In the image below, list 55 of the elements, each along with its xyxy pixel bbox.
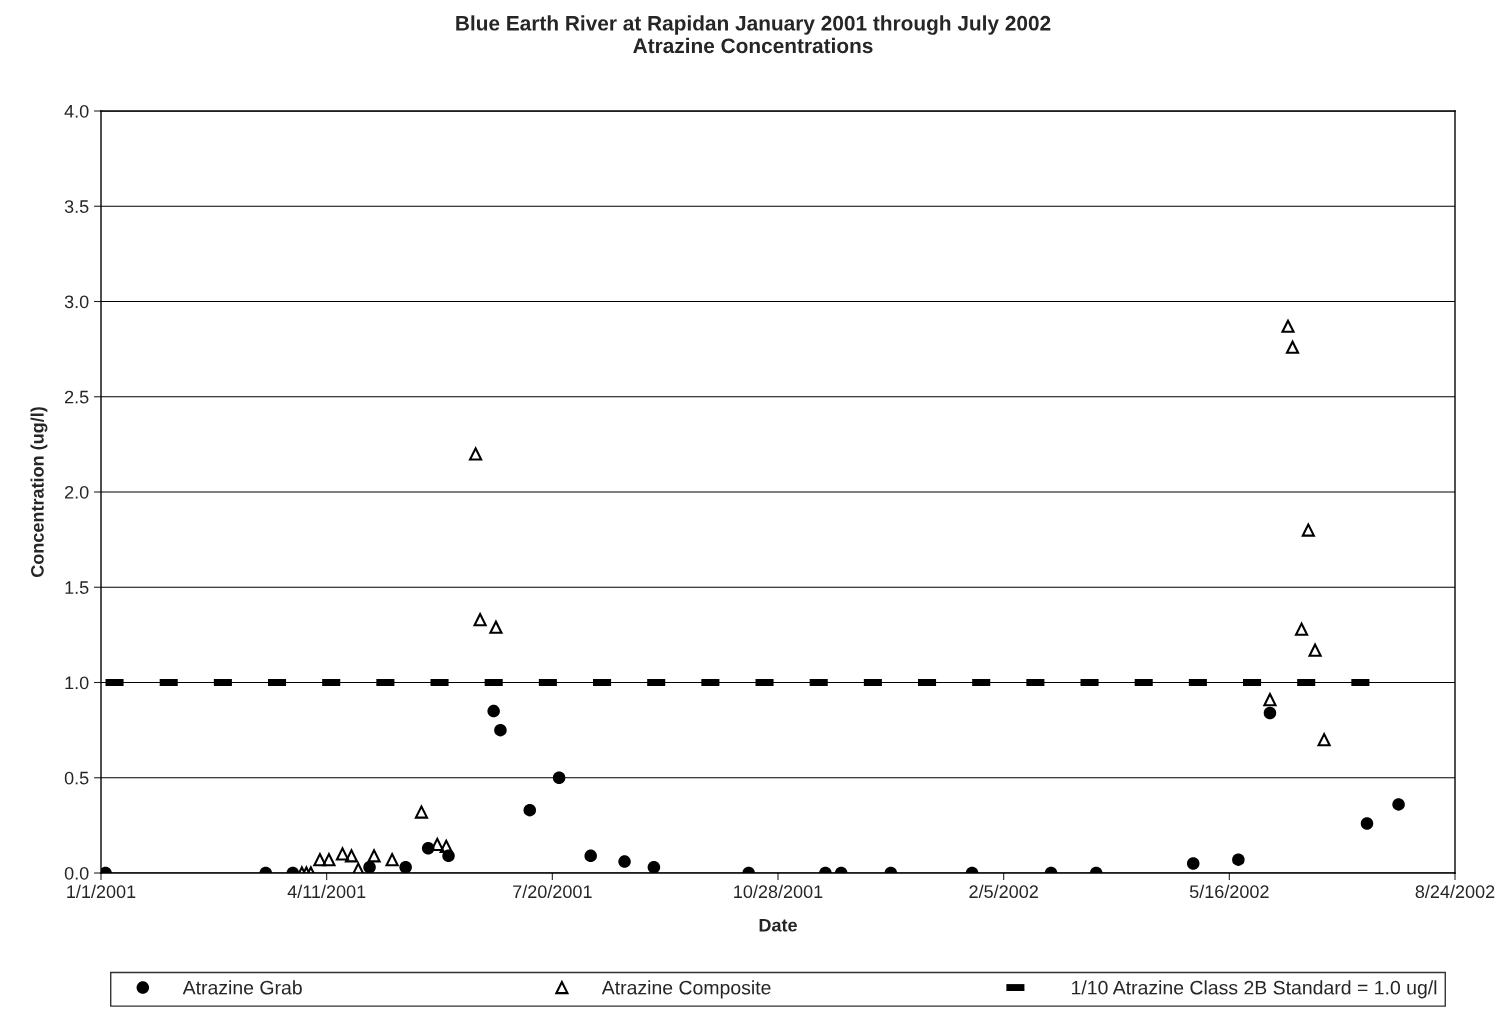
y-tick-label: 0.0 bbox=[64, 866, 89, 880]
point bbox=[1281, 319, 1295, 333]
point bbox=[1308, 643, 1322, 657]
point bbox=[313, 853, 327, 867]
point bbox=[1317, 733, 1331, 747]
point bbox=[1294, 622, 1309, 636]
point bbox=[1263, 706, 1277, 720]
point bbox=[414, 805, 429, 819]
point bbox=[552, 771, 566, 784]
point bbox=[523, 803, 537, 817]
point bbox=[647, 861, 661, 873]
point bbox=[618, 855, 631, 868]
point bbox=[439, 839, 453, 853]
y-tick-label: 1.5 bbox=[65, 581, 89, 594]
y-tick-label: 3.0 bbox=[64, 295, 89, 309]
point bbox=[351, 862, 365, 873]
x-tick-label: 10/28/2001 bbox=[734, 884, 823, 899]
point bbox=[344, 849, 359, 863]
point bbox=[385, 853, 399, 867]
legend-label: 1/10 Atrazine Class 2B Standard = 1.0 ug/l bbox=[1072, 980, 1437, 999]
point bbox=[363, 861, 376, 873]
x-tick-label: 8/24/2002 bbox=[1415, 884, 1495, 899]
y-tick-label: 2.5 bbox=[65, 390, 89, 404]
point bbox=[1301, 523, 1315, 537]
legend-label: Atrazine Grab bbox=[182, 980, 302, 995]
point bbox=[487, 704, 500, 718]
point bbox=[367, 849, 381, 863]
point bbox=[1285, 340, 1300, 354]
y-tick-label: 0.5 bbox=[64, 771, 89, 785]
x-tick-label: 7/20/2001 bbox=[513, 884, 592, 899]
point bbox=[1263, 693, 1277, 707]
point bbox=[469, 447, 483, 461]
point bbox=[494, 723, 507, 737]
y-tick-label: 4.0 bbox=[64, 104, 89, 118]
point bbox=[1232, 853, 1245, 866]
point bbox=[1186, 857, 1200, 870]
x-tick-label: 1/1/2001 bbox=[67, 884, 136, 899]
x-axis-title: Date bbox=[759, 918, 797, 932]
point bbox=[1360, 817, 1374, 830]
point bbox=[473, 613, 487, 627]
legend-label: Atrazine Composite bbox=[601, 980, 771, 999]
x-tick-label: 5/16/2002 bbox=[1189, 884, 1269, 899]
point bbox=[1392, 798, 1405, 811]
point bbox=[322, 853, 336, 867]
x-tick-label: 2/5/2002 bbox=[969, 884, 1038, 899]
y-axis-title: Concentration (ug/l) bbox=[30, 407, 48, 578]
point bbox=[584, 849, 597, 863]
point bbox=[489, 620, 503, 634]
y-tick-label: 1.0 bbox=[65, 676, 89, 690]
chart-title: Blue Earth River at Rapidan January 2001 through July 2002 Atrazine Concentrations bbox=[456, 15, 1051, 54]
point bbox=[335, 847, 350, 861]
x-tick-label: 4/11/2001 bbox=[287, 884, 366, 899]
y-tick-label: 2.0 bbox=[65, 485, 89, 499]
point bbox=[399, 861, 412, 873]
y-tick-label: 3.5 bbox=[64, 200, 89, 213]
